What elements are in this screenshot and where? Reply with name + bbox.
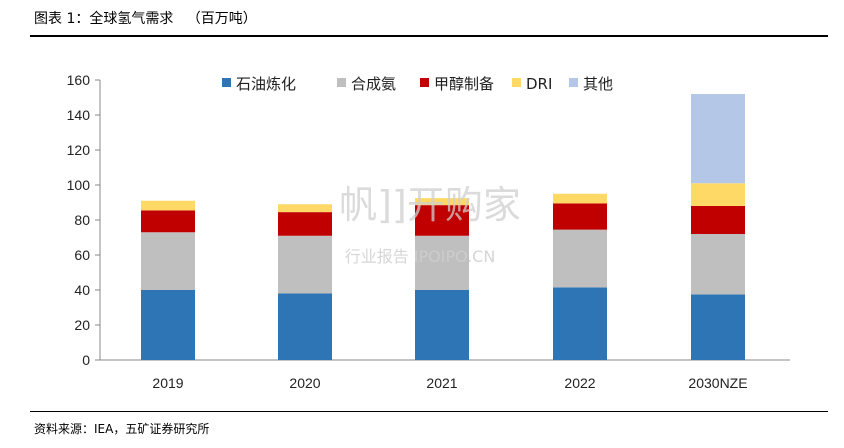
legend-swatch [512,78,521,87]
x-tick-label: 2022 [564,375,595,391]
y-tick-label: 80 [74,212,90,228]
y-tick-label: 60 [74,247,90,263]
bottom-rule [30,411,828,412]
y-tick-label: 160 [67,72,91,88]
y-tick-label: 40 [74,282,90,298]
y-tick-label: 20 [74,317,90,333]
y-tick-label: 140 [67,107,91,123]
stacked-bar-chart: 0 20 40 60 80 100 120 140 160 2019 2020 2021 2022 203… [67,72,790,391]
legend-label: 其他 [583,75,613,93]
bar-segment [553,193,607,204]
bar-segment [278,293,332,360]
legend-swatch [420,78,429,87]
legend-swatch [337,78,346,87]
bar-segment [691,206,745,234]
bar-segment [415,205,469,236]
x-tick-label: 2019 [152,375,183,391]
legend-label: 合成氨 [351,75,396,93]
bar-segment [278,212,332,236]
x-tick-label: 2021 [426,375,457,391]
legend-swatch [222,78,231,87]
y-tick-label: 120 [67,142,91,158]
y-tick-label: 100 [67,177,91,193]
bar-segment [553,203,607,230]
legend-label: DRI [526,75,552,93]
legend-label: 甲醇制备 [434,75,494,93]
top-rule [30,35,828,37]
watermark-logo-text: 帆]]开购家 [339,183,521,227]
bar-segment [141,210,195,233]
bar-segment [141,232,195,290]
bar-segment [278,235,332,294]
bar-segment [415,198,469,206]
bar-segment [278,204,332,213]
bar-segment [691,94,745,184]
bar-segment [691,234,745,295]
bar-segment [415,290,469,360]
watermark-url-text: 行业报告 IPOIPO.CN [345,247,496,266]
bar-segment [553,287,607,360]
x-tick-label: 2020 [289,375,320,391]
bar-segment [141,200,195,211]
bar-segment [415,235,469,290]
x-tick-label: 2030NZE [688,375,747,391]
y-tick-label: 0 [82,352,90,368]
bar-segment [691,183,745,206]
bar-segment [141,290,195,360]
legend-label: 石油炼化 [236,75,296,93]
figure-title: 图表 1：全球氢气需求 （百万吨） [34,11,257,27]
bar-segment [691,294,745,360]
source-note: 资料来源：IEA，五矿证券研究所 [34,422,210,436]
bar-segment [553,229,607,288]
legend-swatch [569,78,578,87]
